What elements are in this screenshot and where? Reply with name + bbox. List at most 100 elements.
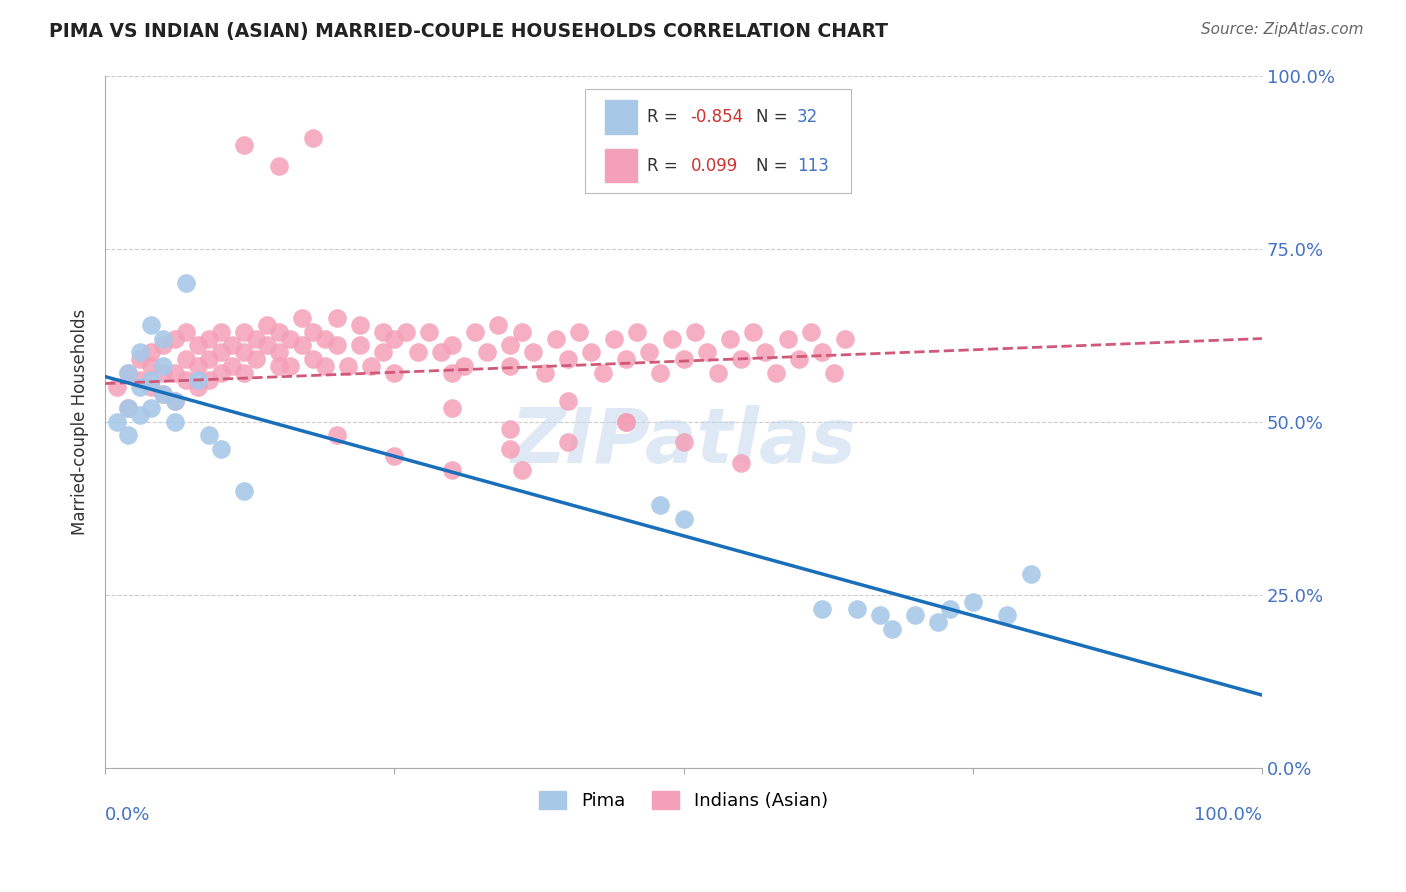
Point bbox=[510, 463, 533, 477]
Point bbox=[152, 387, 174, 401]
Point bbox=[245, 352, 267, 367]
Point bbox=[349, 338, 371, 352]
Point bbox=[198, 428, 221, 442]
Point bbox=[117, 428, 139, 442]
Text: R =: R = bbox=[647, 156, 682, 175]
Point bbox=[256, 338, 278, 352]
Point bbox=[371, 325, 394, 339]
Point bbox=[718, 332, 741, 346]
Point bbox=[198, 352, 221, 367]
Point bbox=[174, 325, 197, 339]
Point bbox=[546, 332, 568, 346]
Point bbox=[765, 366, 787, 380]
Point bbox=[441, 338, 464, 352]
Point bbox=[429, 345, 451, 359]
Point bbox=[626, 325, 648, 339]
Point bbox=[384, 366, 406, 380]
Point bbox=[267, 159, 290, 173]
Point bbox=[614, 415, 637, 429]
Point bbox=[499, 338, 522, 352]
Point bbox=[187, 380, 209, 394]
Point bbox=[221, 359, 243, 374]
Point bbox=[730, 456, 752, 470]
Point bbox=[141, 359, 163, 374]
Point bbox=[187, 359, 209, 374]
Text: PIMA VS INDIAN (ASIAN) MARRIED-COUPLE HOUSEHOLDS CORRELATION CHART: PIMA VS INDIAN (ASIAN) MARRIED-COUPLE HO… bbox=[49, 22, 889, 41]
Bar bbox=[605, 149, 637, 182]
Point bbox=[267, 345, 290, 359]
Point bbox=[707, 366, 730, 380]
Point bbox=[163, 366, 186, 380]
Point bbox=[488, 318, 510, 332]
Point bbox=[152, 338, 174, 352]
Point bbox=[834, 332, 856, 346]
Point bbox=[418, 325, 440, 339]
Point bbox=[441, 366, 464, 380]
Point bbox=[129, 408, 152, 422]
Point bbox=[823, 366, 845, 380]
Point bbox=[510, 325, 533, 339]
Point bbox=[869, 608, 891, 623]
Point bbox=[314, 359, 336, 374]
Point bbox=[395, 325, 418, 339]
Point bbox=[499, 442, 522, 457]
Point bbox=[384, 449, 406, 463]
Point bbox=[533, 366, 555, 380]
Point bbox=[174, 352, 197, 367]
Point bbox=[637, 345, 659, 359]
Point bbox=[291, 310, 314, 325]
Point bbox=[742, 325, 765, 339]
Legend: Pima, Indians (Asian): Pima, Indians (Asian) bbox=[531, 784, 835, 817]
Point bbox=[650, 498, 672, 512]
Point bbox=[846, 601, 869, 615]
Point bbox=[174, 373, 197, 387]
Point bbox=[302, 131, 325, 145]
Point bbox=[672, 352, 695, 367]
Point bbox=[233, 325, 256, 339]
Text: R =: R = bbox=[647, 108, 682, 126]
Point bbox=[209, 325, 232, 339]
Point bbox=[141, 380, 163, 394]
Point bbox=[278, 359, 301, 374]
Text: ZIPatlas: ZIPatlas bbox=[510, 405, 856, 479]
Point bbox=[522, 345, 544, 359]
Point bbox=[187, 373, 209, 387]
Point bbox=[325, 428, 347, 442]
Point bbox=[129, 380, 152, 394]
Point bbox=[245, 332, 267, 346]
Bar bbox=[605, 101, 637, 134]
Point bbox=[811, 601, 834, 615]
Point bbox=[117, 401, 139, 415]
Text: -0.854: -0.854 bbox=[690, 108, 744, 126]
Point bbox=[787, 352, 810, 367]
Point bbox=[105, 380, 128, 394]
Point bbox=[209, 442, 232, 457]
FancyBboxPatch shape bbox=[585, 89, 851, 194]
Point bbox=[325, 338, 347, 352]
Point bbox=[349, 318, 371, 332]
Point bbox=[754, 345, 776, 359]
Point bbox=[278, 332, 301, 346]
Point bbox=[384, 332, 406, 346]
Point bbox=[152, 387, 174, 401]
Point bbox=[661, 332, 683, 346]
Point bbox=[880, 622, 903, 636]
Point bbox=[198, 373, 221, 387]
Point bbox=[325, 310, 347, 325]
Point bbox=[475, 345, 498, 359]
Point bbox=[962, 594, 984, 608]
Point bbox=[129, 373, 152, 387]
Text: 32: 32 bbox=[797, 108, 818, 126]
Point bbox=[800, 325, 823, 339]
Point bbox=[730, 352, 752, 367]
Point bbox=[371, 345, 394, 359]
Point bbox=[152, 332, 174, 346]
Point bbox=[163, 332, 186, 346]
Point bbox=[187, 338, 209, 352]
Point bbox=[141, 401, 163, 415]
Point bbox=[811, 345, 834, 359]
Text: N =: N = bbox=[756, 156, 793, 175]
Point bbox=[129, 345, 152, 359]
Y-axis label: Married-couple Households: Married-couple Households bbox=[72, 309, 89, 534]
Text: 100.0%: 100.0% bbox=[1194, 805, 1263, 824]
